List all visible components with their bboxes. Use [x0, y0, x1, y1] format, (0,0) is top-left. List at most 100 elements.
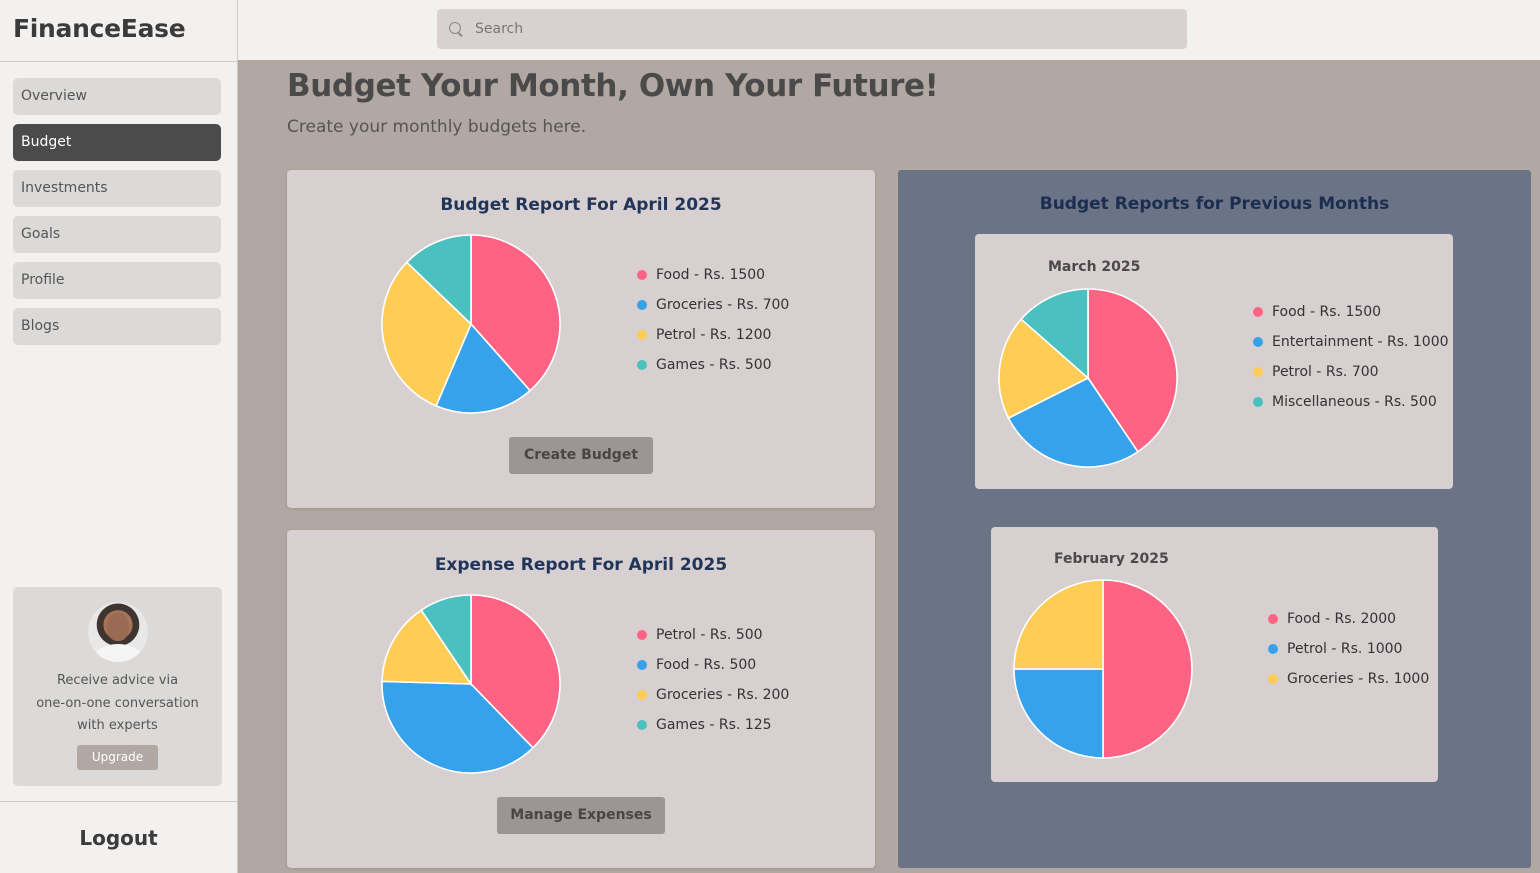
- search-bar: [437, 9, 1187, 49]
- avatar-face: [107, 613, 129, 641]
- legend-swatch: [637, 720, 647, 730]
- legend-swatch: [637, 330, 647, 340]
- pie-slice-expense_april-0: [470, 594, 561, 749]
- expense-pie-chart: [381, 594, 561, 774]
- sidebar-item-budget[interactable]: Budget: [13, 124, 221, 161]
- legend-item: Food - Rs. 2000: [1268, 609, 1429, 639]
- pie-slice-budget_april-1: [435, 322, 532, 414]
- pie-slice-expense_april-1: [381, 680, 535, 774]
- march-report-title: March 2025: [1048, 259, 1141, 275]
- pie-slice-february-1: [1013, 668, 1104, 759]
- budget-pie-chart: [381, 234, 561, 414]
- legend-item: Petrol - Rs. 1000: [1268, 639, 1429, 669]
- sidebar-nav: Overview Budget Investments Goals Profil…: [0, 62, 237, 345]
- advisor-avatar: [88, 602, 148, 662]
- search-icon: [449, 22, 461, 34]
- legend-swatch: [637, 690, 647, 700]
- pie-slice-march-1: [1007, 376, 1139, 468]
- legend-item: Petrol - Rs. 500: [637, 625, 789, 655]
- pie-slice-expense_april-3: [420, 594, 472, 687]
- legend-swatch: [1253, 337, 1263, 347]
- legend-item: Food - Rs. 500: [637, 655, 789, 685]
- sidebar-item-blogs[interactable]: Blogs: [13, 308, 221, 345]
- pie-slice-march-0: [1087, 288, 1178, 453]
- sidebar-item-overview[interactable]: Overview: [13, 78, 221, 115]
- legend-label: Miscellaneous - Rs. 500: [1272, 394, 1437, 410]
- february-pie-chart: [1013, 579, 1193, 759]
- february-report-card: February 2025 Food - Rs. 2000 Petrol - Rs…: [991, 527, 1438, 782]
- legend-swatch: [1268, 614, 1278, 624]
- budget-legend: Food - Rs. 1500 Groceries - Rs. 700 Petrol…: [637, 265, 789, 385]
- app-logo: FinanceEase: [0, 0, 237, 62]
- legend-label: Games - Rs. 500: [656, 357, 772, 373]
- legend-item: Games - Rs. 125: [637, 715, 789, 745]
- avatar-shirt: [95, 644, 141, 662]
- legend-item: Petrol - Rs. 700: [1253, 362, 1449, 392]
- pie-slice-budget_april-2: [381, 261, 472, 407]
- legend-item: Miscellaneous - Rs. 500: [1253, 392, 1449, 422]
- sidebar-item-profile[interactable]: Profile: [13, 262, 221, 299]
- pie-slice-february-0: [1102, 579, 1193, 759]
- legend-item: Food - Rs. 1500: [1253, 302, 1449, 332]
- legend-swatch: [1253, 367, 1263, 377]
- legend-label: Groceries - Rs. 1000: [1287, 671, 1430, 687]
- logout-area: Logout: [0, 801, 237, 873]
- sidebar: FinanceEase Overview Budget Investments …: [0, 0, 238, 873]
- legend-swatch: [637, 360, 647, 370]
- legend-item: Food - Rs. 1500: [637, 265, 789, 295]
- legend-label: Food - Rs. 1500: [656, 267, 766, 283]
- legend-label: Entertainment - Rs. 1000: [1272, 334, 1449, 350]
- legend-label: Games - Rs. 125: [656, 717, 772, 733]
- legend-item: Groceries - Rs. 200: [637, 685, 789, 715]
- legend-swatch: [1268, 644, 1278, 654]
- legend-swatch: [637, 270, 647, 280]
- legend-label: Petrol - Rs. 700: [1272, 364, 1379, 380]
- legend-label: Petrol - Rs. 1000: [1287, 641, 1403, 657]
- february-legend: Food - Rs. 2000 Petrol - Rs. 1000 Grocerie…: [1268, 609, 1429, 699]
- sidebar-item-goals[interactable]: Goals: [13, 216, 221, 253]
- expense-report-title: Expense Report For April 2025: [434, 555, 728, 575]
- expense-report-card: Expense Report For April 2025 Petrol - R…: [287, 530, 875, 868]
- february-report-title: February 2025: [1054, 551, 1169, 567]
- top-header: [238, 0, 1540, 60]
- expense-legend: Petrol - Rs. 500 Food - Rs. 500 Groceries …: [637, 625, 789, 745]
- promo-line: Receive advice via: [56, 673, 179, 688]
- pie-slice-march-2: [998, 318, 1090, 420]
- legend-label: Petrol - Rs. 500: [656, 627, 763, 643]
- legend-swatch: [1253, 307, 1263, 317]
- page-title: Budget Your Month, Own Your Future!: [287, 68, 939, 104]
- legend-item: Petrol - Rs. 1200: [637, 325, 789, 355]
- legend-swatch: [637, 300, 647, 310]
- legend-swatch: [1253, 397, 1263, 407]
- pie-slice-february-2: [1013, 579, 1104, 670]
- pie-slice-march-3: [1020, 288, 1089, 380]
- budget-report-title: Budget Report For April 2025: [440, 195, 722, 215]
- legend-item: Groceries - Rs. 1000: [1268, 669, 1429, 699]
- pie-slice-budget_april-3: [405, 234, 472, 326]
- upgrade-button[interactable]: Upgrade: [77, 745, 158, 770]
- legend-label: Food - Rs. 2000: [1287, 611, 1397, 627]
- promo-line: with experts: [77, 718, 158, 733]
- manage-expenses-button[interactable]: Manage Expenses: [497, 797, 665, 834]
- promo-line: one-on-one conversation: [36, 695, 199, 711]
- legend-item: Entertainment - Rs. 1000: [1253, 332, 1449, 362]
- sidebar-item-investments[interactable]: Investments: [13, 170, 221, 207]
- previous-reports-panel: Budget Reports for Previous Months March…: [898, 170, 1531, 868]
- legend-label: Groceries - Rs. 700: [656, 297, 790, 313]
- promo-text: Receive advice via one-on-one conversati…: [13, 670, 222, 738]
- legend-swatch: [637, 630, 647, 640]
- legend-label: Food - Rs. 1500: [1272, 304, 1382, 320]
- legend-item: Games - Rs. 500: [637, 355, 789, 385]
- legend-swatch: [1268, 674, 1278, 684]
- create-budget-button[interactable]: Create Budget: [509, 437, 653, 474]
- search-input[interactable]: [475, 9, 1175, 49]
- pie-slice-expense_april-2: [381, 609, 473, 685]
- legend-swatch: [637, 660, 647, 670]
- logout-button[interactable]: Logout: [79, 826, 158, 850]
- legend-label: Petrol - Rs. 1200: [656, 327, 772, 343]
- legend-label: Food - Rs. 500: [656, 657, 757, 673]
- legend-label: Groceries - Rs. 200: [656, 687, 790, 703]
- march-report-card: March 2025 Food - Rs. 1500 Entertainment …: [975, 234, 1453, 489]
- pie-slice-budget_april-0: [470, 234, 561, 392]
- previous-reports-title: Budget Reports for Previous Months: [1039, 194, 1390, 214]
